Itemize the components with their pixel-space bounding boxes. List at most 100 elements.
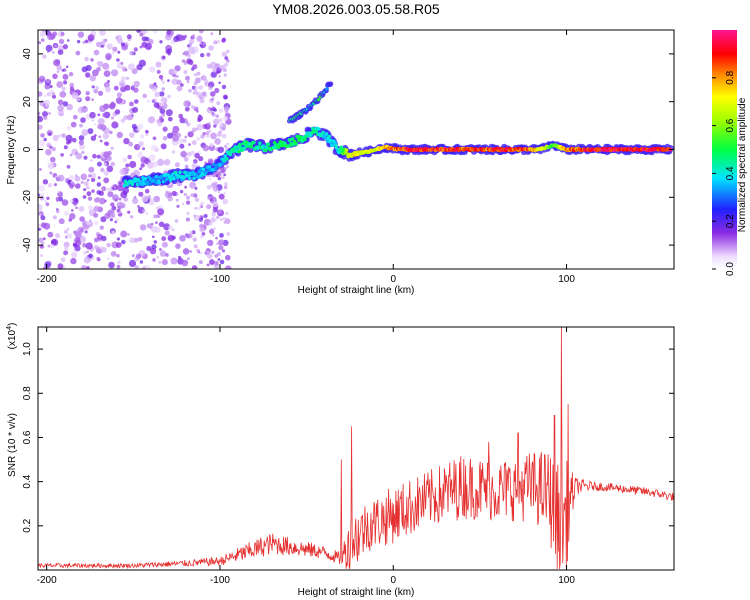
noise-cell: [132, 106, 139, 113]
noise-cell: [161, 259, 168, 266]
noise-cell: [51, 146, 56, 152]
noise-cell: [109, 218, 113, 222]
noise-cell: [199, 42, 203, 45]
noise-cell: [122, 66, 127, 72]
noise-cell: [111, 51, 115, 54]
y-tick-label: 40: [22, 48, 33, 60]
noise-cell: [90, 159, 93, 162]
noise-cell: [186, 211, 190, 216]
colorbar-scale: [712, 30, 737, 269]
noise-cell: [68, 72, 74, 77]
noise-cell: [85, 91, 90, 96]
noise-cell: [57, 263, 64, 269]
noise-cell: [80, 173, 88, 181]
noise-cell: [56, 81, 64, 88]
noise-cell: [53, 59, 61, 67]
noise-cell: [96, 154, 101, 159]
noise-cell: [120, 76, 126, 82]
noise-cell: [144, 42, 152, 50]
noise-cell: [128, 141, 134, 147]
noise-cell: [38, 111, 41, 116]
noise-cell: [207, 221, 213, 226]
noise-cell: [198, 85, 204, 90]
noise-cell: [55, 233, 61, 239]
y-tick-label: 0.2: [22, 518, 33, 532]
noise-cell: [156, 256, 159, 259]
noise-cell: [83, 155, 88, 160]
y-tick-label: 0: [22, 146, 33, 152]
noise-cell: [151, 144, 158, 151]
noise-cell: [137, 205, 140, 208]
noise-cell: [97, 61, 104, 67]
noise-cell: [60, 257, 66, 263]
noise-cell: [204, 81, 209, 86]
noise-cell: [189, 230, 193, 235]
noise-cell: [218, 169, 222, 173]
noise-cell: [193, 160, 197, 164]
noise-cell: [88, 219, 92, 222]
noise-cell: [188, 143, 191, 146]
noise-cell: [165, 253, 169, 257]
noise-cell: [123, 197, 128, 202]
noise-cell: [186, 195, 190, 200]
spectrogram-ylabel: Frequency (Hz): [6, 116, 17, 185]
noise-cell: [115, 34, 123, 42]
noise-cell: [129, 215, 134, 219]
noise-cell: [93, 212, 99, 218]
ridge-cell: [172, 177, 176, 181]
noise-cell: [39, 254, 44, 258]
noise-cell: [84, 39, 89, 44]
noise-cell: [155, 221, 158, 225]
noise-cell: [59, 112, 64, 117]
noise-cell: [194, 86, 199, 90]
noise-cell: [47, 182, 53, 188]
noise-cell: [77, 31, 85, 38]
noise-cell: [212, 183, 216, 187]
noise-cell: [75, 152, 83, 160]
noise-cell: [86, 191, 92, 197]
noise-cell: [82, 195, 87, 199]
noise-cell: [57, 99, 64, 106]
ridge-cell: [181, 176, 186, 180]
noise-cell: [212, 67, 218, 73]
noise-cell: [211, 111, 214, 114]
noise-cell: [161, 113, 166, 117]
noise-cell: [67, 139, 72, 144]
noise-cell: [95, 86, 99, 90]
noise-cell: [221, 84, 227, 90]
noise-cell: [108, 130, 113, 135]
noise-cell: [189, 250, 192, 253]
noise-cell: [83, 181, 89, 187]
ridge-cell: [272, 140, 277, 145]
noise-cell: [101, 44, 104, 48]
snr-panel: -200 -100 0 100 0.2 0.4 0.6 0.8 1.0 Height of st…: [6, 323, 675, 598]
noise-cell: [106, 257, 110, 261]
noise-cell: [182, 138, 187, 143]
noise-cell: [65, 65, 69, 69]
noise-cell: [161, 236, 167, 242]
noise-cell: [137, 123, 144, 130]
noise-cell: [184, 135, 188, 139]
noise-cell: [184, 118, 188, 122]
noise-cell: [196, 137, 200, 141]
noise-cell: [200, 134, 205, 139]
noise-cell: [107, 191, 114, 198]
noise-cell: [214, 138, 221, 145]
noise-cell: [186, 80, 190, 84]
noise-cell: [69, 199, 74, 203]
noise-cell: [224, 211, 229, 216]
noise-cell: [162, 126, 168, 132]
noise-cell: [139, 45, 143, 49]
noise-cell: [217, 146, 225, 153]
noise-cell: [116, 208, 121, 213]
noise-cell: [221, 38, 226, 43]
noise-cell: [126, 76, 130, 80]
snr-scale-text: (x104): [6, 323, 18, 350]
noise-cell: [224, 166, 228, 171]
noise-cell: [183, 70, 188, 75]
noise-cell: [86, 250, 89, 254]
noise-cell: [214, 124, 218, 128]
noise-cell: [218, 245, 224, 251]
